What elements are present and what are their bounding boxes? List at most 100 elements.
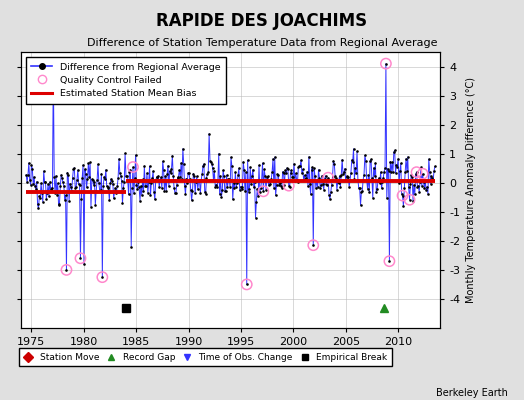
Point [206,158,215,165]
Point [394,156,402,162]
Point [164,162,172,169]
Point [345,184,353,190]
Point [239,159,247,165]
Point [400,185,409,192]
Point [334,178,342,185]
Point [91,201,100,208]
Point [387,168,395,175]
Point [427,173,435,180]
Point [344,174,353,180]
Point [108,181,117,187]
Point [75,182,84,188]
Point [407,172,416,178]
Point [132,152,140,158]
Point [282,170,290,176]
Point [170,185,178,191]
Point [31,186,40,192]
Point [295,163,303,169]
Point [47,184,56,191]
Point [191,190,199,197]
Point [159,158,167,164]
Point [58,175,66,181]
Point [83,176,92,182]
Point [399,203,408,209]
Point [209,165,217,171]
Point [420,184,429,191]
Point [32,178,41,185]
Point [298,170,306,176]
Point [95,188,104,194]
Point [37,180,45,186]
Point [44,181,52,187]
Point [74,167,82,173]
Point [139,188,148,194]
Point [222,172,231,178]
Point [285,182,293,189]
Point [65,197,73,204]
Point [228,196,237,202]
Point [415,188,423,195]
Point [256,189,264,195]
Point [331,173,340,179]
Point [366,158,374,164]
Point [129,164,137,170]
Point [201,188,209,195]
Point [402,156,410,162]
Point [352,170,361,176]
Point [150,189,158,196]
Point [60,182,68,189]
Point [188,197,196,204]
Point [338,156,346,163]
Point [359,176,367,183]
Point [319,181,327,187]
Point [234,172,242,178]
Point [166,168,174,174]
Point [85,174,93,180]
Point [116,173,125,179]
Point [80,261,88,267]
Point [333,186,341,193]
Point [197,176,205,183]
Point [350,146,358,152]
Point [161,173,170,179]
Point [406,196,414,203]
Point [307,166,315,173]
Point [62,267,71,273]
Point [154,172,162,179]
Point [227,154,235,160]
Point [172,182,181,188]
Point [277,183,285,189]
Point [117,178,126,184]
Point [414,182,422,189]
Point [62,267,71,273]
Point [124,177,132,184]
Point [158,185,166,191]
Point [278,184,286,191]
Point [123,173,131,180]
Point [212,181,220,188]
Point [66,180,74,187]
Point [40,179,49,185]
Point [304,154,313,160]
Point [300,172,309,178]
Point [98,274,106,280]
Point [395,180,403,186]
Point [24,172,32,178]
Point [249,184,258,190]
Y-axis label: Monthly Temperature Anomaly Difference (°C): Monthly Temperature Anomaly Difference (… [466,77,476,303]
Point [231,169,239,176]
Point [86,159,94,166]
Point [142,183,150,189]
Point [246,164,255,171]
Point [178,176,186,182]
Point [34,205,42,212]
Point [100,174,108,180]
Point [222,188,230,194]
Point [304,183,312,189]
Point [312,185,320,191]
Point [393,163,401,170]
Point [316,185,324,191]
Point [128,185,136,192]
Point [364,172,373,178]
Point [332,175,340,181]
